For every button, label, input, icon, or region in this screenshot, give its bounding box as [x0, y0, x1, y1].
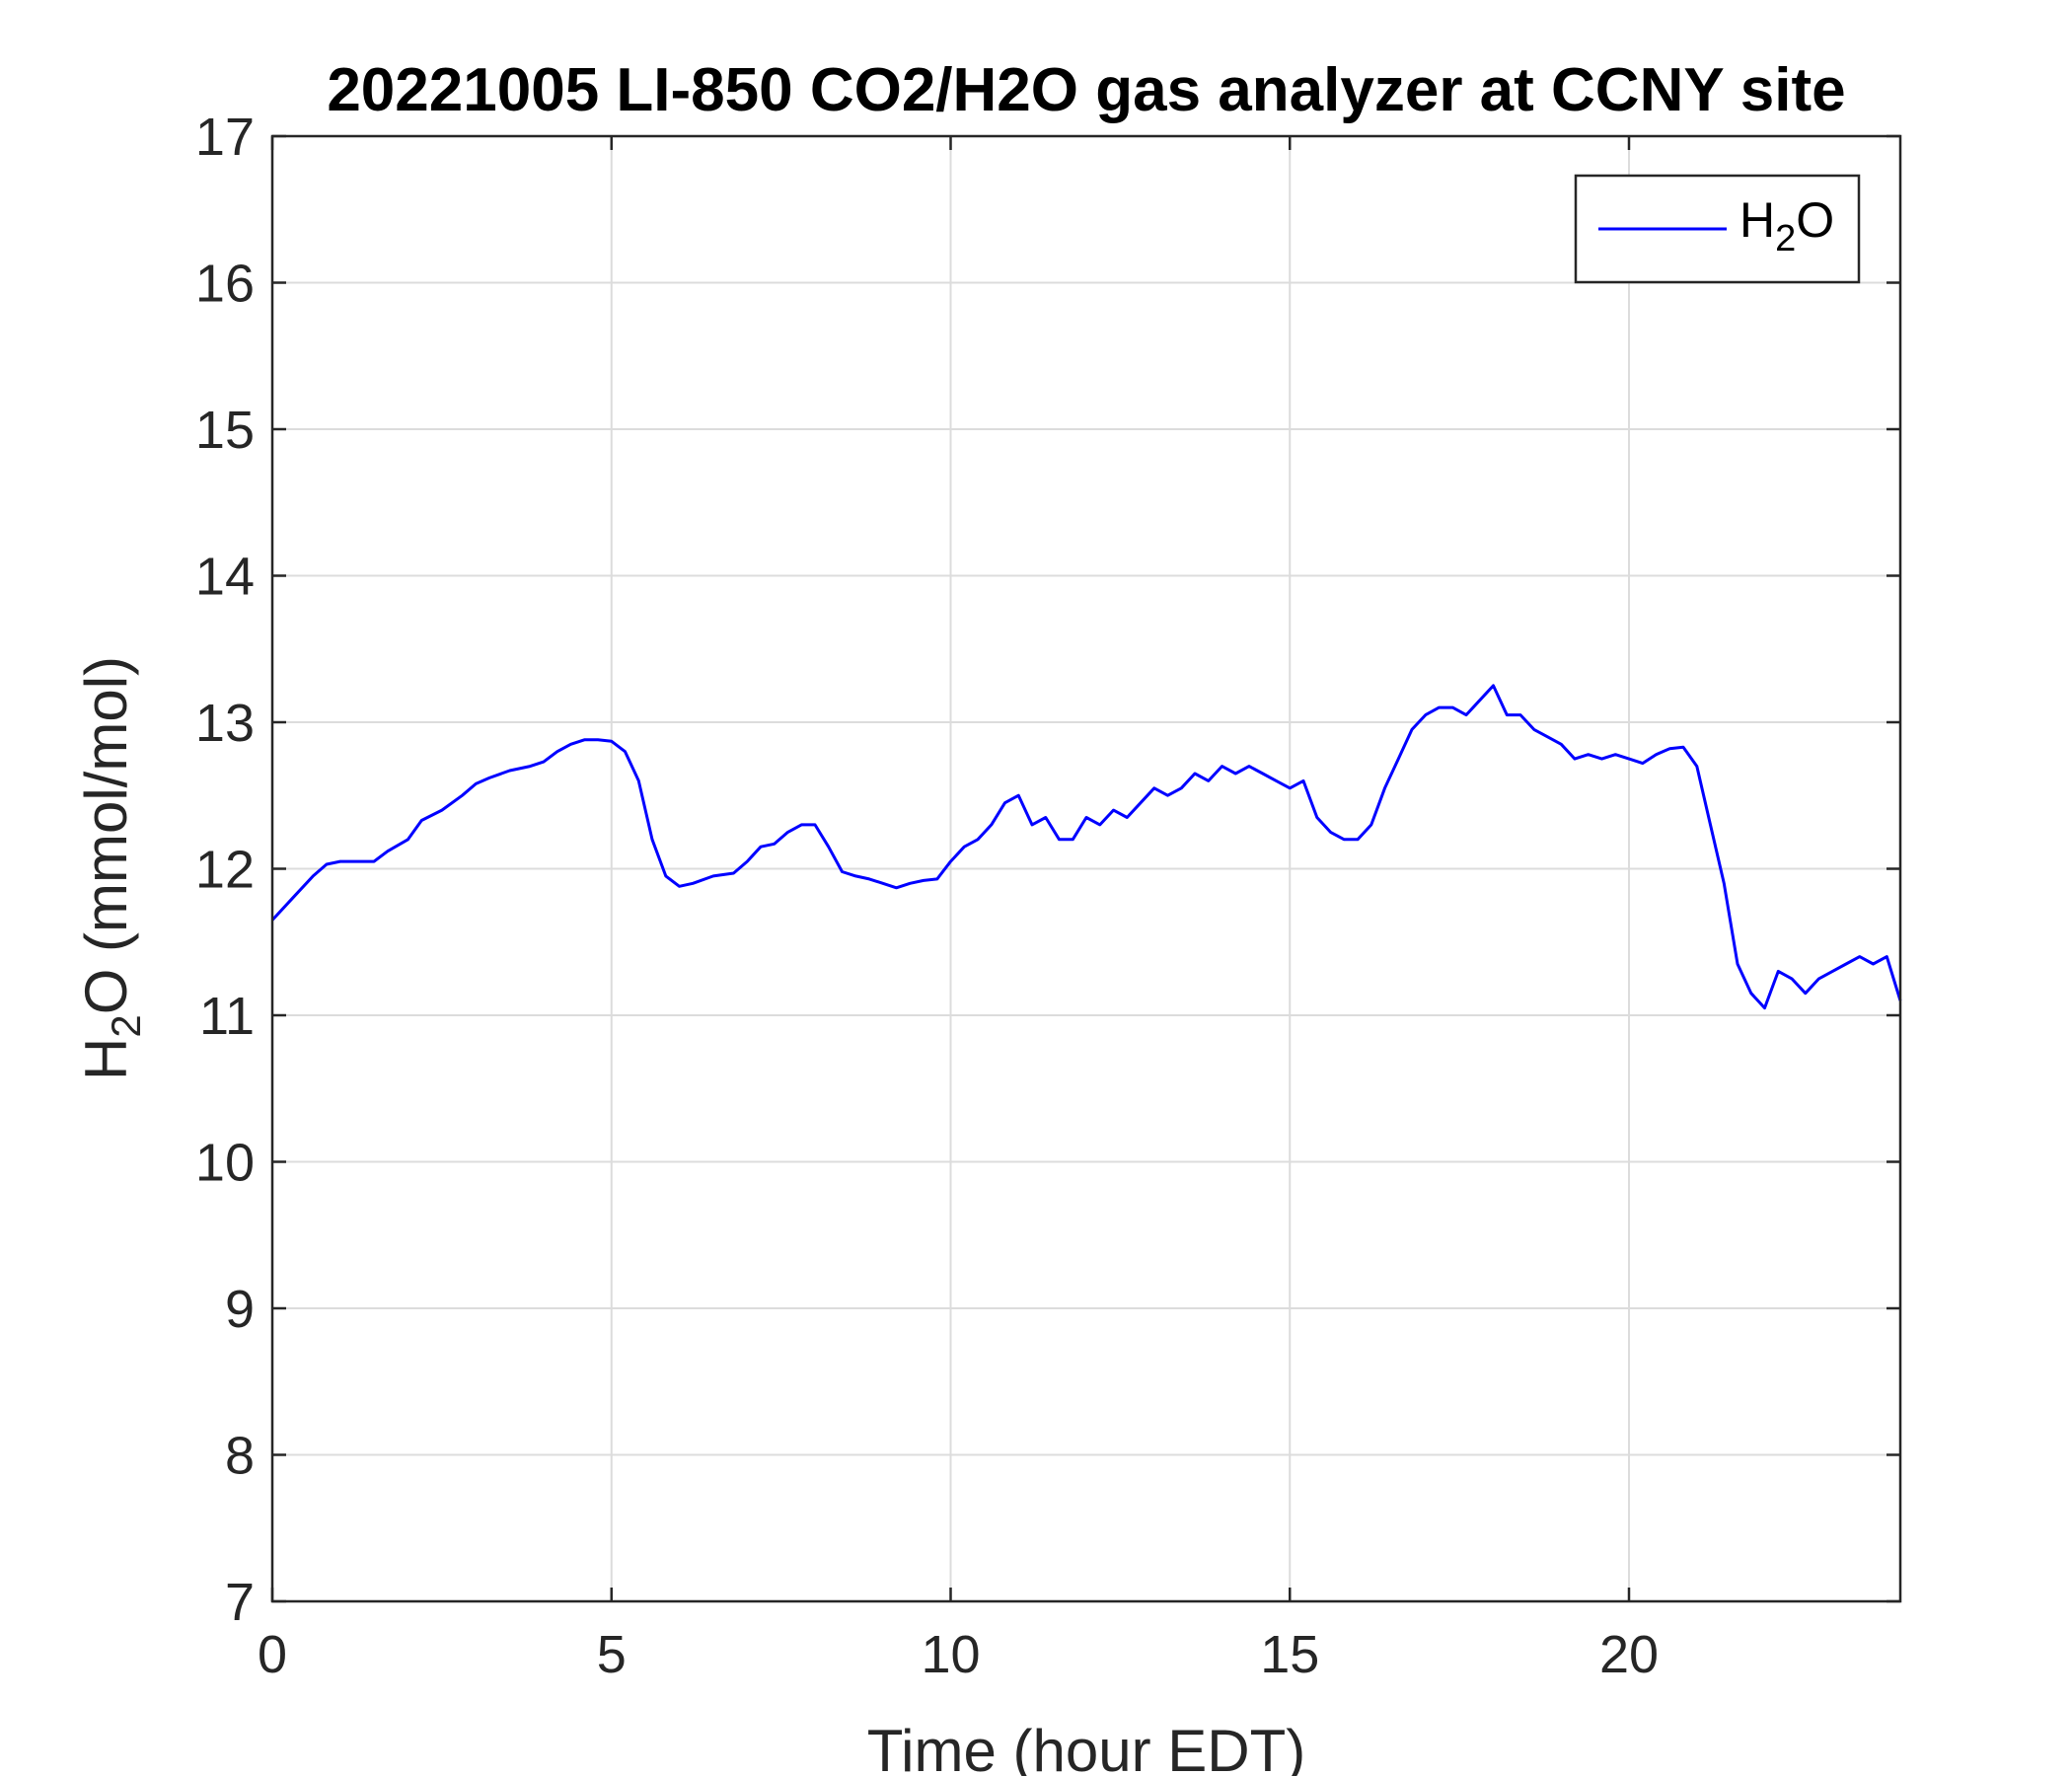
x-tick-label: 15: [1260, 1625, 1319, 1684]
y-tick-label: 8: [225, 1427, 255, 1486]
legend: H2O: [1574, 174, 1861, 284]
legend-label: H2O: [1739, 192, 1834, 259]
chart-title: 20221005 LI-850 CO2/H2O gas analyzer at …: [327, 56, 1845, 124]
x-tick-label: 20: [1599, 1625, 1659, 1684]
tick-marks: [270, 134, 1900, 1603]
x-tick-labels: 0 5 10 15 20: [258, 1625, 1659, 1684]
y-tick-label: 7: [225, 1573, 255, 1632]
y-tick-label: 15: [195, 401, 255, 460]
y-tick-label: 13: [195, 694, 255, 753]
y-axis-label-sub: 2: [103, 1014, 149, 1037]
y-tick-label: 9: [225, 1280, 255, 1339]
y-tick-label: 11: [199, 987, 255, 1046]
y-tick-label: 16: [195, 255, 255, 314]
legend-label-sub: 2: [1775, 218, 1796, 259]
legend-label-main: H: [1739, 192, 1775, 248]
x-axis-label: Time (hour EDT): [867, 1718, 1306, 1776]
x-tick-label: 10: [921, 1625, 980, 1684]
y-axis-label-main: H: [73, 1038, 139, 1080]
series-line-h2o: [270, 684, 1902, 1010]
y-tick-label: 10: [195, 1134, 255, 1193]
y-tick-label: 14: [195, 548, 255, 607]
y-tick-label: 17: [195, 108, 255, 167]
y-axis-label: H2O (mmol/mol): [73, 656, 149, 1080]
series-layer: [270, 684, 1902, 1010]
y-axis-label-rest: O (mmol/mol): [73, 656, 139, 1014]
x-tick-label: 5: [597, 1625, 627, 1684]
x-tick-label: 0: [258, 1625, 287, 1684]
y-tick-label: 12: [195, 841, 255, 900]
legend-label-rest: O: [1796, 192, 1834, 248]
y-tick-labels: 7 8 9 10 11 12 13 14 15 16 17: [195, 108, 255, 1632]
